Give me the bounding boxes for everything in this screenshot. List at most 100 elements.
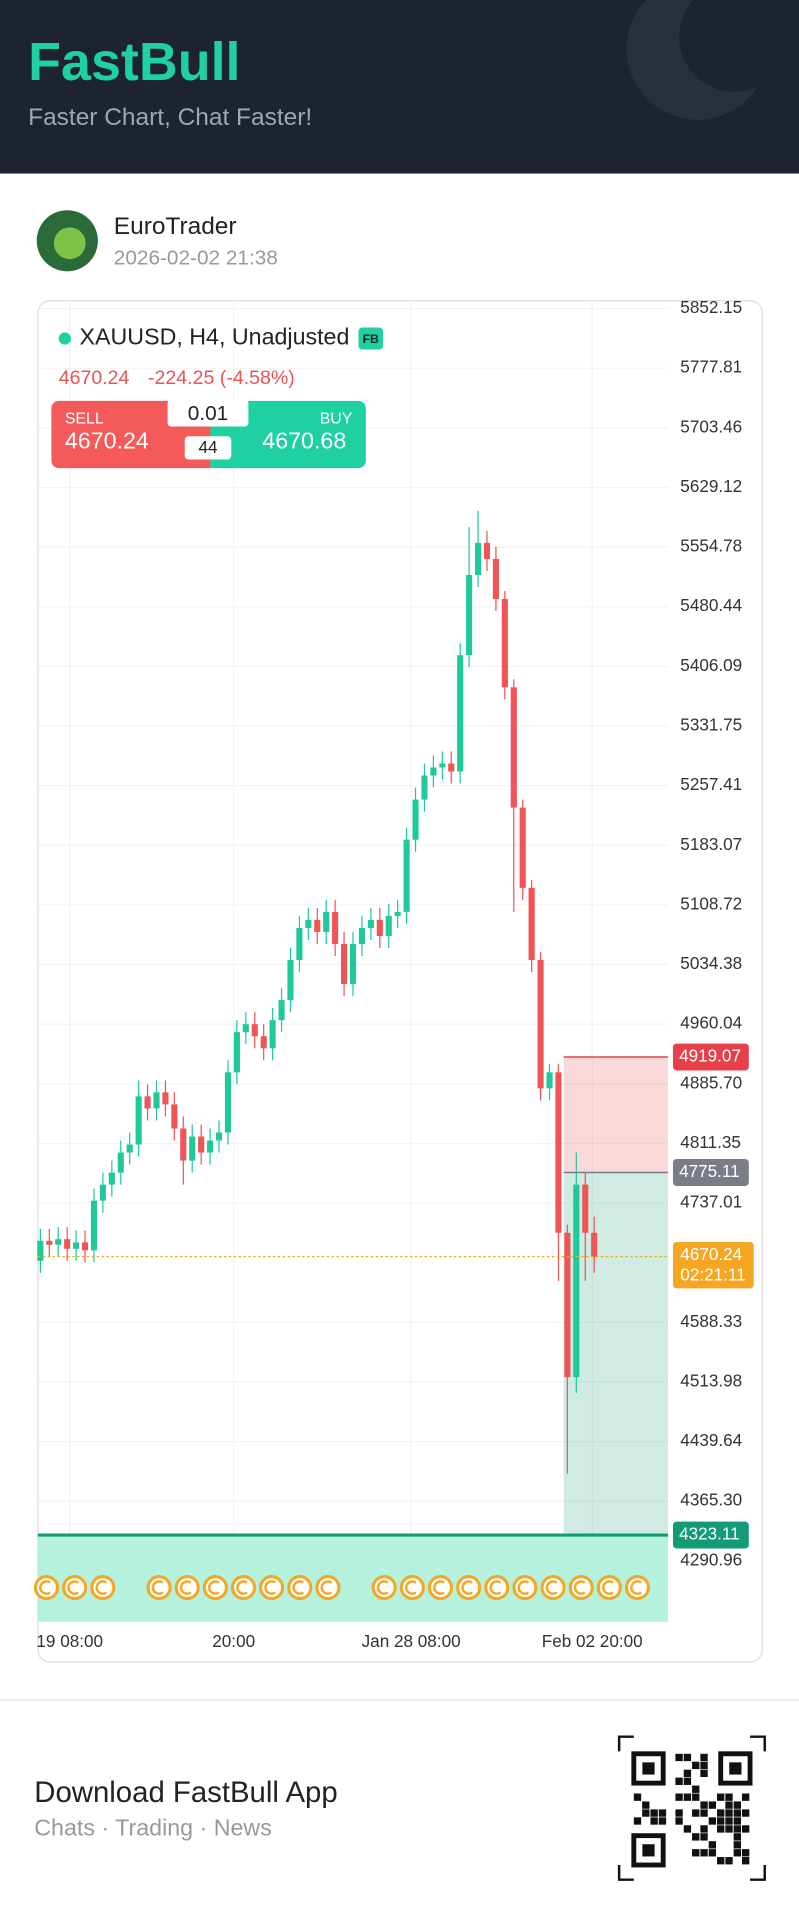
candle-body — [46, 1240, 53, 1245]
event-icon — [264, 1580, 277, 1595]
candle-body — [421, 775, 428, 800]
sell-price: 4670.24 — [65, 428, 149, 454]
event-icon — [517, 1580, 530, 1595]
candle-body — [323, 911, 330, 932]
event-icon — [287, 1575, 313, 1601]
x-tick-label: 19 08:00 — [36, 1632, 103, 1651]
candle-body — [349, 943, 357, 985]
y-tick-label: 5554.78 — [680, 537, 742, 556]
loss-zone — [563, 1057, 669, 1173]
candle-body — [394, 911, 401, 916]
event-icon — [33, 1575, 60, 1601]
lot: 0.01 — [188, 402, 228, 425]
footer-subtitle: Chats · Trading · News — [34, 1815, 272, 1841]
author: EuroTrader — [114, 213, 237, 240]
status-dot — [58, 332, 71, 345]
candle-body — [108, 1172, 115, 1185]
event-icon — [292, 1580, 305, 1595]
event-icon — [151, 1580, 164, 1595]
candle-body — [296, 927, 303, 961]
candle-body — [430, 767, 437, 776]
candle-body — [260, 1036, 267, 1049]
candle-body — [99, 1184, 106, 1201]
event-icon — [545, 1580, 558, 1595]
event-icon — [179, 1580, 192, 1595]
y-tick-label: 4811.35 — [680, 1133, 741, 1152]
candle-body — [64, 1239, 71, 1249]
candle-body — [332, 911, 339, 944]
buy-button — [210, 400, 221, 469]
buy-button[interactable] — [210, 400, 366, 469]
avatar — [53, 227, 86, 260]
y-tick-label: 5108.72 — [680, 894, 742, 913]
event-icon — [174, 1575, 200, 1601]
candle-body — [251, 1024, 258, 1037]
level-label: 4323.11 — [679, 1525, 740, 1544]
candle-body — [73, 1242, 80, 1249]
y-tick-label: 4885.70 — [680, 1073, 742, 1092]
qr-code — [617, 1735, 766, 1881]
last-price-tag — [672, 1241, 754, 1289]
candle-body — [215, 1132, 223, 1141]
candle-body — [439, 763, 446, 768]
candle-body — [242, 1024, 249, 1033]
candle-body — [376, 919, 383, 936]
candle-body — [528, 887, 535, 961]
event-icon — [320, 1580, 333, 1595]
candle-body — [171, 1104, 178, 1129]
event-icon — [630, 1580, 642, 1595]
event-icon — [371, 1575, 397, 1601]
y-tick-label: 4290.96 — [680, 1550, 742, 1569]
y-tick-label: 4513.98 — [680, 1371, 742, 1390]
candle-body — [126, 1144, 133, 1153]
candle-body — [81, 1242, 89, 1251]
candle-body — [474, 542, 482, 575]
badge — [358, 327, 383, 350]
candle-body — [287, 960, 294, 1001]
candle-body — [492, 558, 499, 600]
brand-subtitle: Faster Chart, Chat Faster! — [28, 104, 312, 131]
candle-body — [483, 542, 491, 559]
candle-body — [341, 943, 348, 985]
candle-body — [90, 1200, 98, 1251]
candle-body — [457, 655, 464, 772]
brand-title: FastBull — [28, 32, 240, 92]
candle-body — [55, 1239, 62, 1245]
candle-body — [305, 919, 312, 928]
candle-body — [385, 915, 392, 936]
level-label: 4919.07 — [679, 1047, 741, 1066]
order-band — [37, 1535, 669, 1622]
y-tick-label: 4588.33 — [680, 1312, 742, 1331]
level-tag — [672, 1159, 749, 1186]
x-tick-label: Feb 02 20:00 — [542, 1632, 643, 1651]
event-icon — [376, 1580, 389, 1595]
y-tick-label: 5777.81 — [680, 358, 742, 377]
event-icon — [568, 1575, 594, 1601]
candle-body — [135, 1096, 142, 1145]
candle-body — [564, 1232, 571, 1378]
candle-body — [546, 1072, 553, 1089]
candle-body — [582, 1184, 589, 1233]
x-tick-label: 20:00 — [212, 1632, 255, 1651]
candle-body — [448, 763, 455, 772]
event-icon — [573, 1580, 586, 1595]
candle-body — [233, 1032, 240, 1073]
y-tick-label: 5257.41 — [680, 775, 742, 794]
event-icon — [230, 1575, 257, 1601]
candle-body — [144, 1096, 151, 1109]
level-tag — [672, 1521, 749, 1549]
candle-body — [37, 1240, 44, 1261]
event-icon — [62, 1575, 88, 1601]
y-tick-label: 5183.07 — [680, 835, 742, 854]
countdown: 02:21:11 — [680, 1266, 745, 1285]
y-tick-label: 5331.75 — [680, 716, 742, 735]
lot-box[interactable] — [167, 399, 249, 427]
event-icon — [461, 1580, 474, 1595]
event-icon — [427, 1575, 454, 1601]
sell-label: SELL — [65, 410, 104, 427]
candle-body — [162, 1092, 169, 1105]
event-icon — [399, 1575, 425, 1601]
candle-body — [412, 799, 419, 840]
event-icon — [259, 1575, 285, 1601]
